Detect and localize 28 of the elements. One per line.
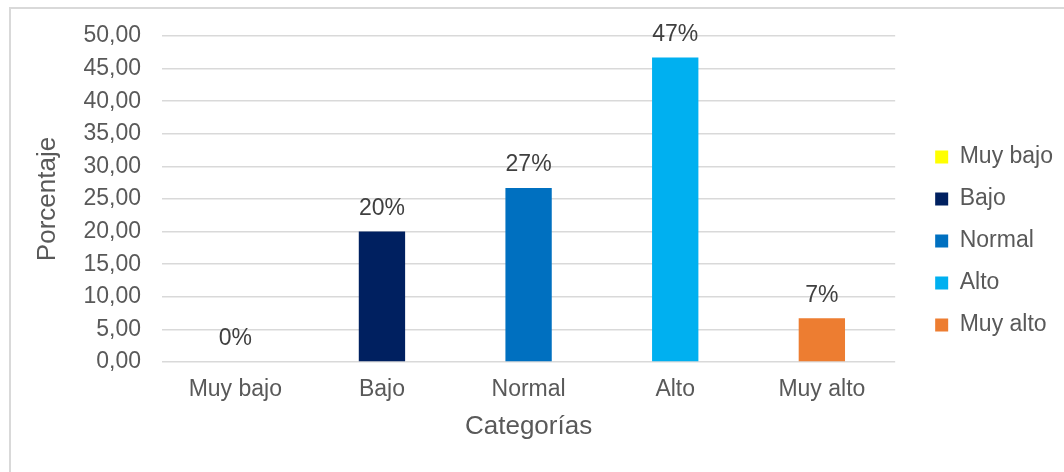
legend-label: Normal <box>959 226 1034 253</box>
y-tick-label: 10,00 <box>83 282 141 309</box>
x-tick-label: Bajo <box>358 375 405 402</box>
data-label: 27% <box>505 150 552 177</box>
x-tick-label: Muy alto <box>778 375 866 402</box>
x-tick-label: Alto <box>655 375 696 402</box>
data-label: 0% <box>218 324 252 351</box>
y-tick-label: 0,00 <box>96 347 141 374</box>
y-tick-label: 45,00 <box>83 53 141 80</box>
x-axis-title: Categorías <box>464 409 593 440</box>
y-tick-label: 25,00 <box>83 184 141 211</box>
legend-label: Alto <box>959 268 1000 295</box>
y-tick-label: 40,00 <box>83 86 141 113</box>
y-tick-label: 50,00 <box>83 21 141 48</box>
y-tick-label: 35,00 <box>83 119 141 146</box>
x-tick-label: Normal <box>491 375 566 402</box>
x-tick-label: Muy bajo <box>188 375 282 402</box>
legend-label: Muy bajo <box>959 142 1053 169</box>
y-tick-label: 15,00 <box>83 249 141 276</box>
data-label: 47% <box>652 19 699 46</box>
y-axis-title: Porcentaje <box>30 136 61 262</box>
legend-label: Muy alto <box>959 310 1047 337</box>
data-label: 7% <box>805 280 839 307</box>
legend-label: Bajo <box>959 184 1006 211</box>
y-tick-label: 5,00 <box>96 314 141 341</box>
y-tick-label: 20,00 <box>83 216 141 243</box>
data-label: 20% <box>358 193 405 220</box>
y-tick-label: 30,00 <box>83 151 141 178</box>
